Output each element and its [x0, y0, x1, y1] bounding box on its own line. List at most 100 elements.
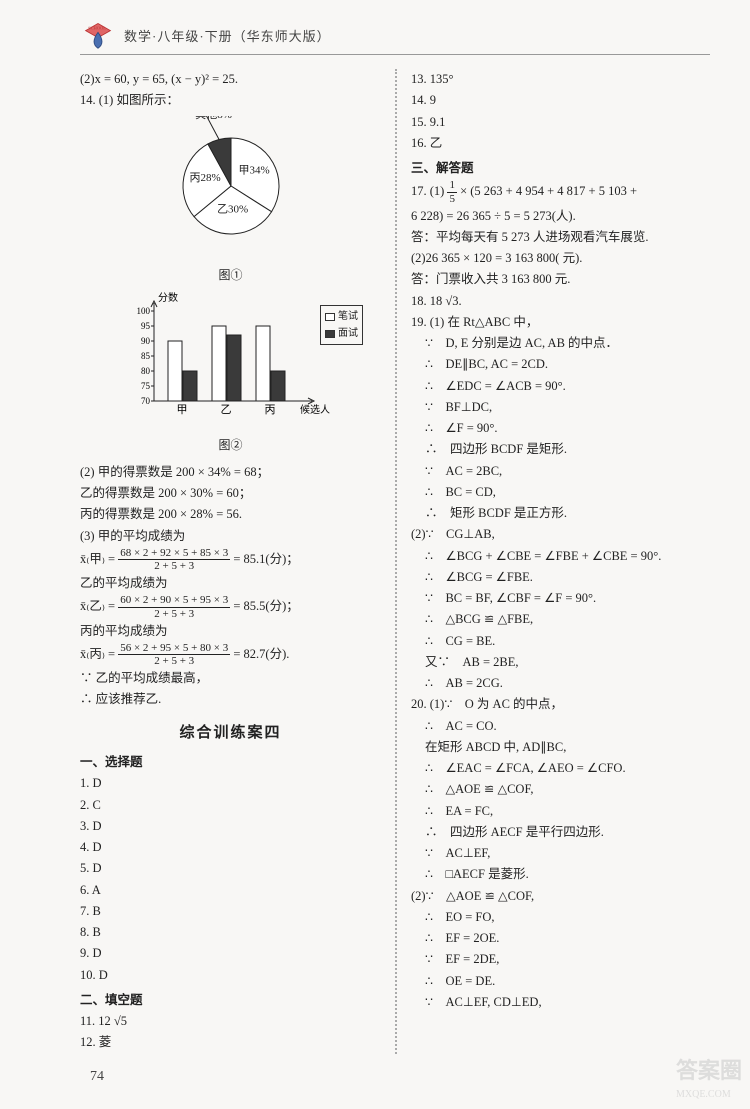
right-column: 13. 135°14. 915. 9.116. 乙 三、解答题 17. (1) …	[395, 69, 710, 1054]
proof-line: ∵ BF⊥DC,	[425, 397, 710, 418]
q17b-ans: 答：门票收入共 3 163 800 元.	[411, 269, 710, 290]
avg-c2: 应该推荐乙.	[80, 689, 381, 710]
list-item: 14. 9	[411, 90, 710, 111]
list-item: 8. B	[80, 922, 381, 943]
proof-line: ∴ EA = FC,	[425, 801, 710, 822]
bar-chart: 707580859095100分数候选人甲乙丙 笔试 面试 图②	[80, 291, 381, 456]
proof-line: ∴ ∠F = 90°.	[425, 418, 710, 439]
svg-text:90: 90	[141, 336, 151, 346]
section4-title: 综合训练案四	[80, 721, 381, 747]
proof-line: ∴ EO = FO,	[425, 907, 710, 928]
bar-legend: 笔试 面试	[320, 305, 363, 345]
proof-line: ∴ 矩形 BCDF 是正方形.	[425, 503, 710, 524]
legend-0: 笔试	[338, 308, 358, 325]
q17a-pre: 17. (1)	[411, 184, 444, 198]
q17b: (2)26 365 × 120 = 3 163 800( 元).	[411, 248, 710, 269]
q17a-l2: 6 228) = 26 365 ÷ 5 = 5 273(人).	[411, 206, 710, 227]
proof-line: ∴ □AECF 是菱形.	[425, 864, 710, 885]
proof-line: ∴ △AOE ≌ △COF,	[425, 779, 710, 800]
proof-19b: ∴ ∠BCG + ∠CBE = ∠FBE + ∠CBE = 90°.∴ ∠BCG…	[411, 546, 710, 695]
list-item: 6. A	[80, 880, 381, 901]
proof-line: ∴ 四边形 AECF 是平行四边形.	[425, 822, 710, 843]
list-item: 5. D	[80, 858, 381, 879]
q19: 19. (1) 在 Rt△ABC 中，	[411, 312, 710, 333]
jia-res: = 85.1(分)；	[233, 552, 298, 566]
svg-text:候选人: 候选人	[300, 403, 330, 416]
proof-line: ∴ ∠BCG = ∠FBE.	[425, 567, 710, 588]
list-item: 15. 9.1	[411, 112, 710, 133]
bing-var: x̄₍丙₎ =	[80, 647, 115, 661]
sub-s3: 三、解答题	[411, 158, 710, 179]
proof-line: ∵ AC⊥EF,	[425, 843, 710, 864]
mc-list: 1. D2. C3. D4. D5. D6. A7. B8. B9. D10. …	[80, 773, 381, 986]
svg-text:分数: 分数	[158, 291, 178, 304]
yi-var: x̄₍乙₎ =	[80, 599, 115, 613]
school-logo-icon: SCHOOL	[80, 20, 116, 50]
svg-text:80: 80	[141, 366, 151, 376]
watermark: 答案圈 MXQE.COM	[676, 1053, 742, 1101]
svg-text:SCHOOL: SCHOOL	[88, 26, 106, 31]
yi-res: = 85.5(分)；	[233, 599, 298, 613]
proof-line: ∵ EF = 2DE,	[425, 949, 710, 970]
votes-bing: 丙的得票数是 200 × 28% = 56.	[80, 504, 381, 525]
q17a-body: × (5 263 + 4 954 + 4 817 + 5 103 +	[460, 184, 637, 198]
jia-num: 68 × 2 + 92 × 5 + 85 × 3	[118, 547, 230, 561]
fig2-label: 图②	[80, 435, 381, 455]
list-item: 4. D	[80, 837, 381, 858]
svg-text:乙30%: 乙30%	[217, 202, 248, 215]
svg-text:甲34%: 甲34%	[238, 164, 269, 176]
sub-fb: 二、填空题	[80, 990, 381, 1011]
q20b: (2)∵ △AOE ≌ △COF,	[411, 886, 710, 907]
proof-line: ∴ EF = 2OE.	[425, 928, 710, 949]
avg-intro: (3) 甲的平均成绩为	[80, 526, 381, 547]
q17a-ans: 答：平均每天有 5 273 人进场观看汽车展览.	[411, 227, 710, 248]
page-number: 74	[90, 1069, 104, 1085]
proof-line: 又∵ AB = 2BE,	[425, 652, 710, 673]
svg-text:70: 70	[141, 396, 151, 406]
q18: 18. 18 √3.	[411, 291, 710, 312]
proof-line: ∵ D, E 分别是边 AC, AB 的中点．	[425, 333, 710, 354]
svg-text:100: 100	[136, 306, 150, 316]
proof-line: ∴ ∠EDC = ∠ACB = 90°.	[425, 376, 710, 397]
list-item: 13. 135°	[411, 69, 710, 90]
proof-line: ∴ AB = 2CG.	[425, 673, 710, 694]
proof-20b: ∴ EO = FO,∴ EF = 2OE.∵ EF = 2DE,∴ OE = D…	[411, 907, 710, 1013]
yi-num: 60 × 2 + 90 × 5 + 95 × 3	[118, 594, 230, 608]
svg-text:95: 95	[141, 321, 151, 331]
avg-bing: x̄₍丙₎ = 56 × 2 + 95 × 5 + 80 × 32 + 5 + …	[80, 642, 381, 668]
jia-var: x̄₍甲₎ =	[80, 552, 115, 566]
q17a-num: 1	[447, 179, 457, 193]
proof-line: ∵ AC⊥EF, CD⊥ED,	[425, 992, 710, 1013]
wm-big: 答案圈	[676, 1053, 742, 1085]
proof-line: ∴ BC = CD,	[425, 482, 710, 503]
ans-2: (2)x = 60, y = 65, (x − y)² = 25.	[80, 69, 381, 90]
page: SCHOOL 数学·八年级·下册（华东师大版） (2)x = 60, y = 6…	[0, 0, 750, 1109]
proof-20: ∴ AC = CO.在矩形 ABCD 中, AD∥BC,∴ ∠EAC = ∠FC…	[411, 716, 710, 886]
svg-text:其他8%: 其他8%	[195, 116, 232, 121]
votes-jia: (2) 甲的得票数是 200 × 34% = 68；	[80, 462, 381, 483]
list-item: 16. 乙	[411, 133, 710, 154]
yi-t: 乙的平均成绩为	[80, 573, 381, 594]
columns: (2)x = 60, y = 65, (x − y)² = 25. 14. (1…	[80, 69, 710, 1054]
svg-text:75: 75	[141, 381, 151, 391]
q19b: (2)∵ CG⊥AB,	[411, 524, 710, 545]
q20: 20. (1)∵ O 为 AC 的中点，	[411, 694, 710, 715]
list-item: 10. D	[80, 965, 381, 986]
jia-den: 2 + 5 + 3	[118, 560, 230, 573]
yi-den: 2 + 5 + 3	[118, 608, 230, 621]
bing-num: 56 × 2 + 95 × 5 + 80 × 3	[118, 642, 230, 656]
list-item: 1. D	[80, 773, 381, 794]
proof-line: ∵ AC = 2BC,	[425, 461, 710, 482]
list-item: 11. 12 √5	[80, 1011, 381, 1032]
sub-mc: 一、选择题	[80, 752, 381, 773]
svg-text:丙: 丙	[264, 404, 275, 416]
votes-yi: 乙的得票数是 200 × 30% = 60；	[80, 483, 381, 504]
proof-line: ∴ △BCG ≌ △FBE,	[425, 609, 710, 630]
bing-den: 2 + 5 + 3	[118, 655, 230, 668]
bing-res: = 82.7(分).	[233, 647, 289, 661]
list-item: 7. B	[80, 901, 381, 922]
pie-chart: 甲34%乙30%丙28%其他8% 图①	[80, 116, 381, 286]
svg-text:85: 85	[141, 351, 151, 361]
svg-text:乙: 乙	[220, 403, 231, 416]
q17a: 17. (1) 15 × (5 263 + 4 954 + 4 817 + 5 …	[411, 179, 710, 205]
